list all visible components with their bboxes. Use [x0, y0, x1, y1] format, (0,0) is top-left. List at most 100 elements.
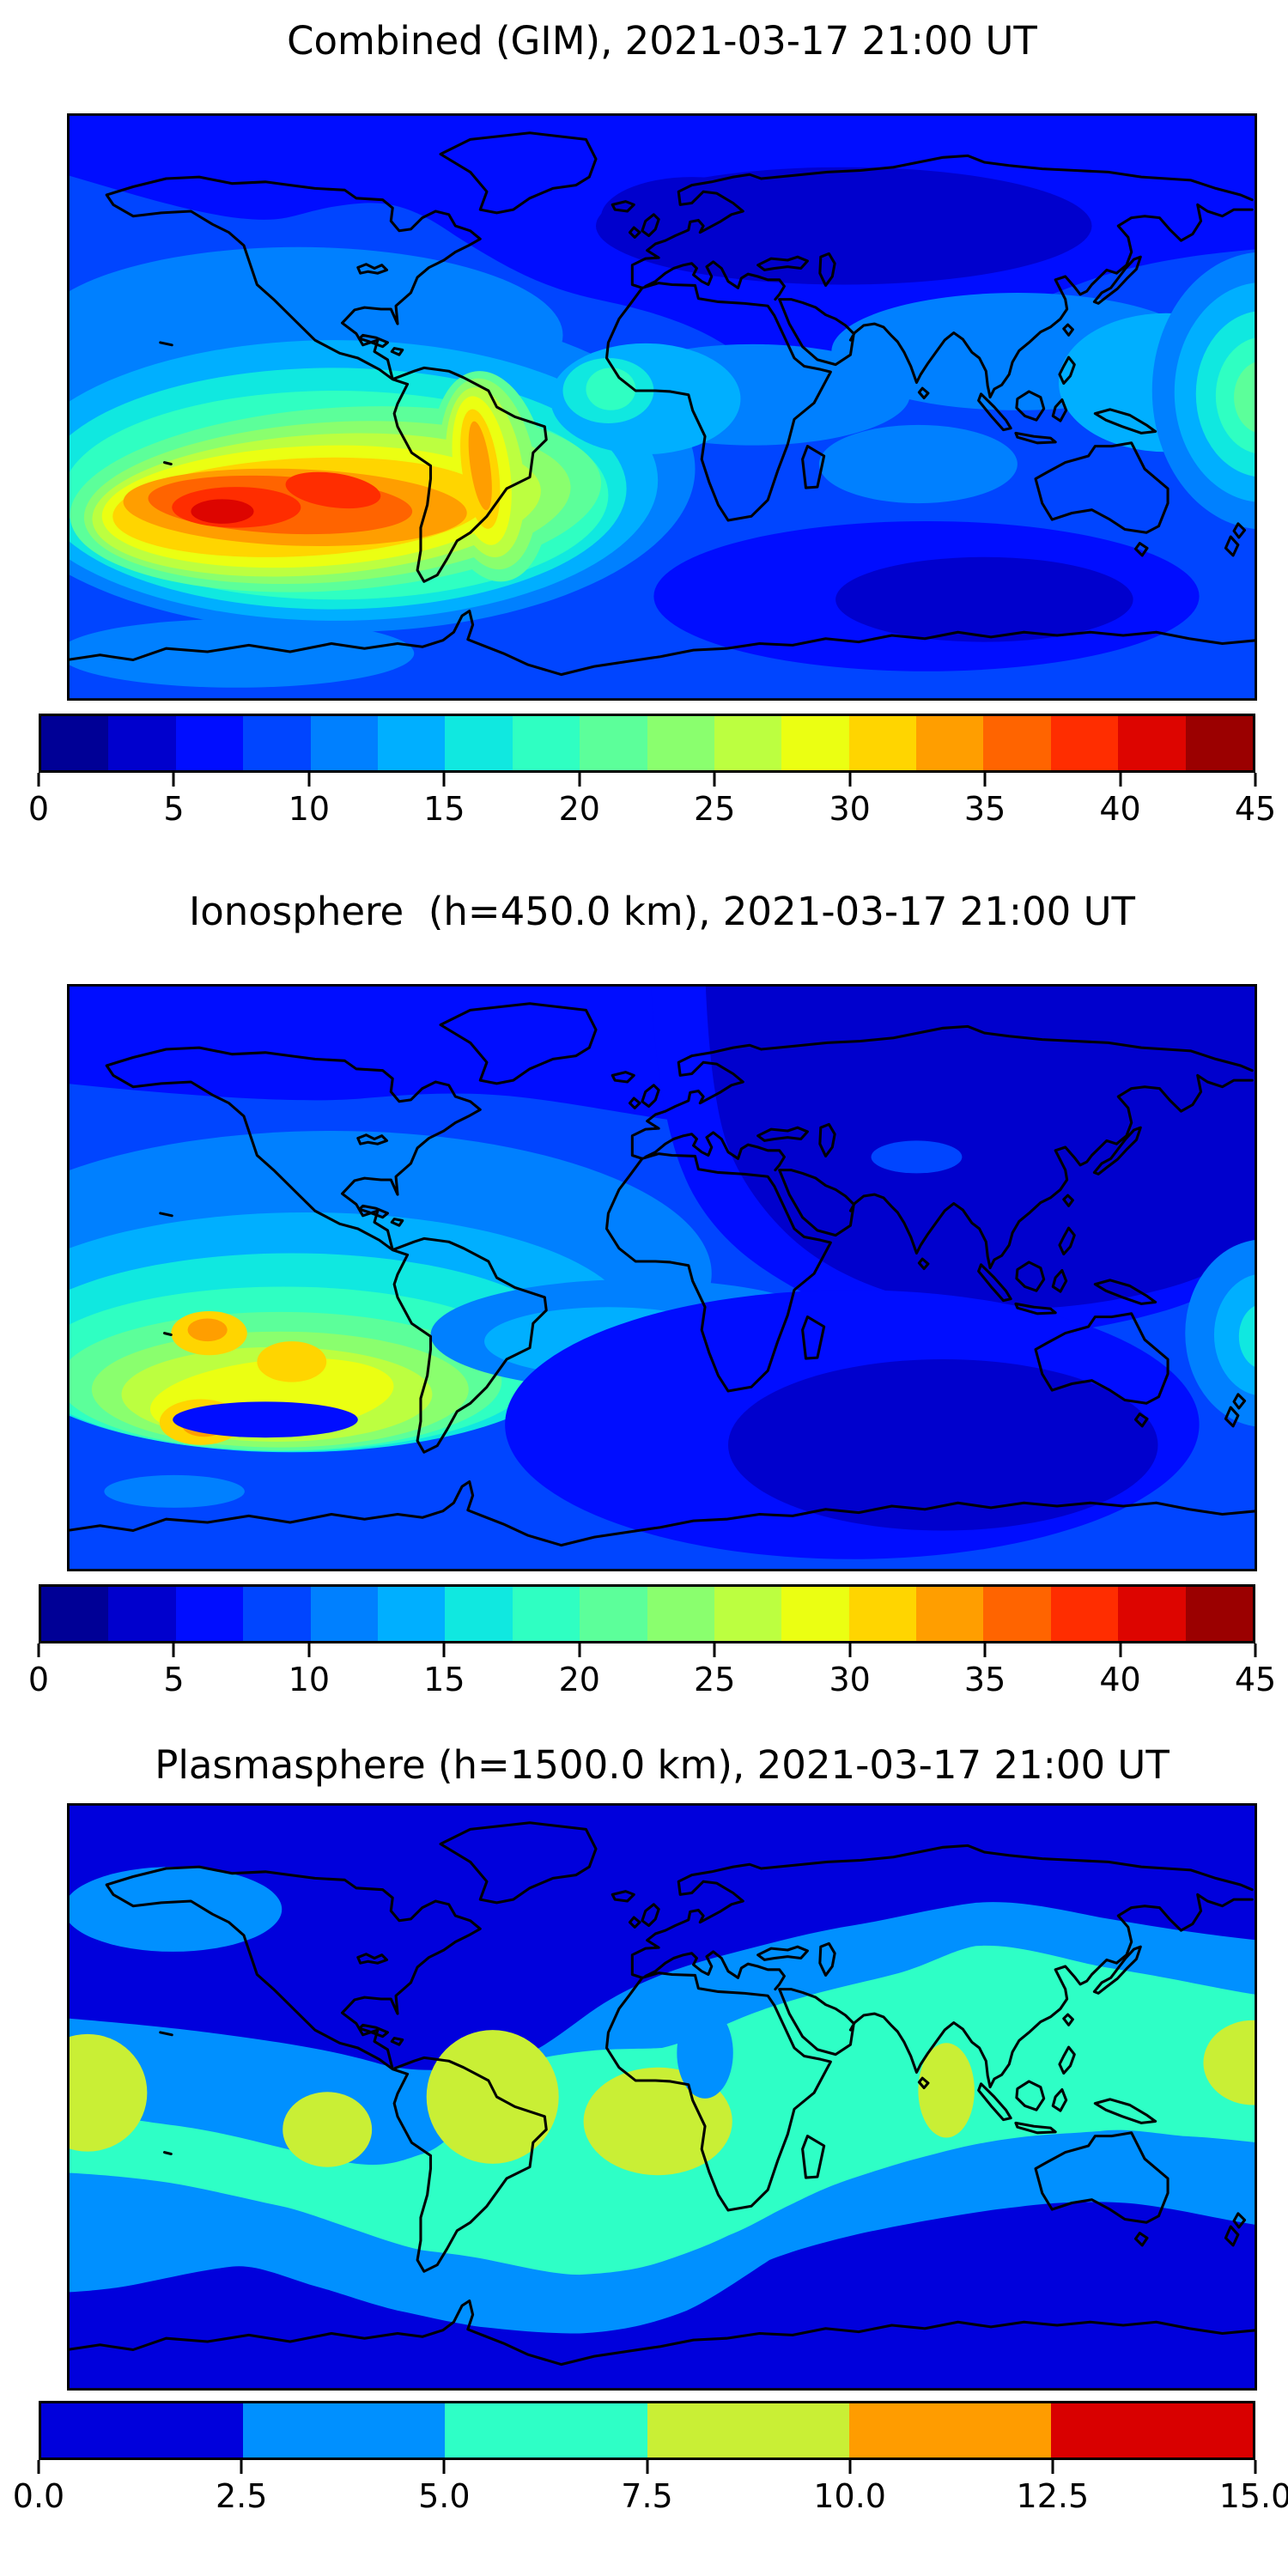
colorbar-tick-label: 30	[829, 1661, 871, 1698]
colorbar-tick	[578, 1643, 581, 1657]
colorbar-tick-label: 35	[963, 790, 1006, 828]
colorbar-segment	[310, 716, 378, 770]
colorbar-segment	[377, 1587, 446, 1641]
colorbar-tick-label: 35	[963, 1661, 1006, 1698]
colorbar-segment	[580, 1587, 647, 1641]
colorbar-segment	[512, 716, 580, 770]
colorbar-labels: 0.0 2.5 5.0 7.5 10.0 12.5 15.0	[13, 2477, 1288, 2518]
colorbar-tick-label: 0.0	[12, 2477, 65, 2515]
colorbar-segment	[580, 716, 647, 770]
colorbar-tick-label: 40	[1099, 1661, 1141, 1698]
map-combined-title: Combined (GIM), 2021-03-17 21:00 UT	[287, 18, 1037, 64]
colorbar-bar	[39, 714, 1255, 773]
colorbar-tick	[848, 1643, 852, 1657]
colorbar-segment	[445, 1587, 513, 1641]
colorbar-tick-label: 0	[27, 790, 50, 828]
contour-field-plasmasphere	[67, 1803, 1257, 2391]
colorbar-tick	[578, 773, 581, 787]
map-plasmasphere	[67, 1803, 1257, 2391]
map-combined-svg	[67, 113, 1257, 701]
colorbar-bar	[39, 2401, 1255, 2460]
colorbar-tick	[848, 773, 852, 787]
colorbar-tick	[240, 2460, 243, 2474]
colorbar-segment	[175, 1587, 244, 1641]
colorbar-tick	[848, 2460, 852, 2474]
colorbar-segment	[512, 1587, 580, 1641]
colorbar-tick-label: 30	[829, 790, 871, 828]
colorbar-tick	[983, 1643, 987, 1657]
colorbar-tick	[442, 773, 446, 787]
colorbar-tick	[1254, 1643, 1257, 1657]
colorbar-segment	[41, 716, 109, 770]
colorbar-tick	[713, 773, 716, 787]
colorbar-segment	[108, 1587, 176, 1641]
colorbar-segment	[41, 1587, 109, 1641]
colorbar-segment	[916, 716, 984, 770]
colorbar-tick	[37, 2460, 40, 2474]
colorbar-ticks	[37, 1643, 1257, 1659]
map-plasmasphere-svg	[67, 1803, 1257, 2391]
colorbar-tick-label: 25	[694, 1661, 736, 1698]
colorbar-ticks	[37, 2460, 1257, 2476]
colorbar-segment	[647, 2403, 849, 2458]
colorbar-tick-label: 15	[423, 790, 465, 828]
colorbar-segment	[848, 2403, 1051, 2458]
colorbar-segment	[848, 716, 917, 770]
colorbar-tick	[983, 773, 987, 787]
colorbar-tick	[1119, 773, 1122, 787]
colorbar-tick-label: 10	[288, 790, 331, 828]
map-plasmasphere-title: Plasmasphere (h=1500.0 km), 2021-03-17 2…	[155, 1742, 1170, 1788]
colorbar-segment	[647, 1587, 714, 1641]
colorbar-tick-label: 10	[288, 1661, 331, 1698]
colorbar-tick-label: 20	[558, 1661, 600, 1698]
colorbar-segment	[243, 2403, 446, 2458]
colorbar-segment	[445, 716, 513, 770]
colorbar-bar	[39, 1584, 1255, 1643]
colorbar-segment	[243, 1587, 311, 1641]
colorbar-plasmasphere: 0.0 2.5 5.0 7.5 10.0 12.5 15.0	[13, 2401, 1288, 2518]
colorbar-tick-label: 45	[1234, 1661, 1277, 1698]
colorbar-tick-label: 2.5	[215, 2477, 268, 2515]
contour-field-combined	[67, 113, 1257, 701]
colorbar-segment	[983, 716, 1051, 770]
colorbar-tick-label: 0	[27, 1661, 50, 1698]
colorbar-tick	[442, 2460, 446, 2474]
colorbar-ionosphere: 0 5 10 15 20 25 30 35 40 45	[28, 1584, 1276, 1702]
colorbar-segment	[310, 1587, 378, 1641]
colorbar-tick	[713, 1643, 716, 1657]
colorbar-tick	[37, 1643, 40, 1657]
colorbar-segment	[781, 716, 849, 770]
colorbar-tick	[646, 2460, 648, 2474]
colorbar-tick	[307, 1643, 311, 1657]
colorbar-tick-label: 15	[423, 1661, 465, 1698]
colorbar-tick	[1119, 1643, 1122, 1657]
colorbar-segment	[1118, 1587, 1186, 1641]
map-ionosphere	[67, 984, 1257, 1571]
colorbar-tick-label: 45	[1234, 790, 1277, 828]
colorbar-tick-label: 15.0	[1218, 2477, 1288, 2515]
colorbar-tick	[1051, 2460, 1054, 2474]
colorbar-segment	[983, 1587, 1051, 1641]
colorbar-tick	[172, 1643, 175, 1657]
colorbar-tick	[307, 773, 311, 787]
colorbar-segment	[108, 716, 176, 770]
colorbar-segment	[41, 2403, 244, 2458]
map-ionosphere-title: Ionosphere (h=450.0 km), 2021-03-17 21:0…	[188, 889, 1136, 934]
colorbar-tick	[172, 773, 175, 787]
colorbar-segment	[848, 1587, 917, 1641]
colorbar-segment	[243, 716, 311, 770]
colorbar-tick	[442, 1643, 446, 1657]
colorbar-segment	[175, 716, 244, 770]
colorbar-labels: 0 5 10 15 20 25 30 35 40 45	[28, 790, 1276, 831]
colorbar-segment	[1118, 716, 1186, 770]
colorbar-combined: 0 5 10 15 20 25 30 35 40 45	[28, 714, 1276, 831]
colorbar-labels: 0 5 10 15 20 25 30 35 40 45	[28, 1661, 1276, 1702]
colorbar-segment	[647, 716, 714, 770]
colorbar-segment	[916, 1587, 984, 1641]
colorbar-tick-label: 5	[163, 1661, 185, 1698]
colorbar-tick-label: 5	[163, 790, 185, 828]
colorbar-tick	[1254, 773, 1257, 787]
contour-field-ionosphere	[67, 984, 1257, 1571]
colorbar-tick-label: 10.0	[813, 2477, 886, 2515]
